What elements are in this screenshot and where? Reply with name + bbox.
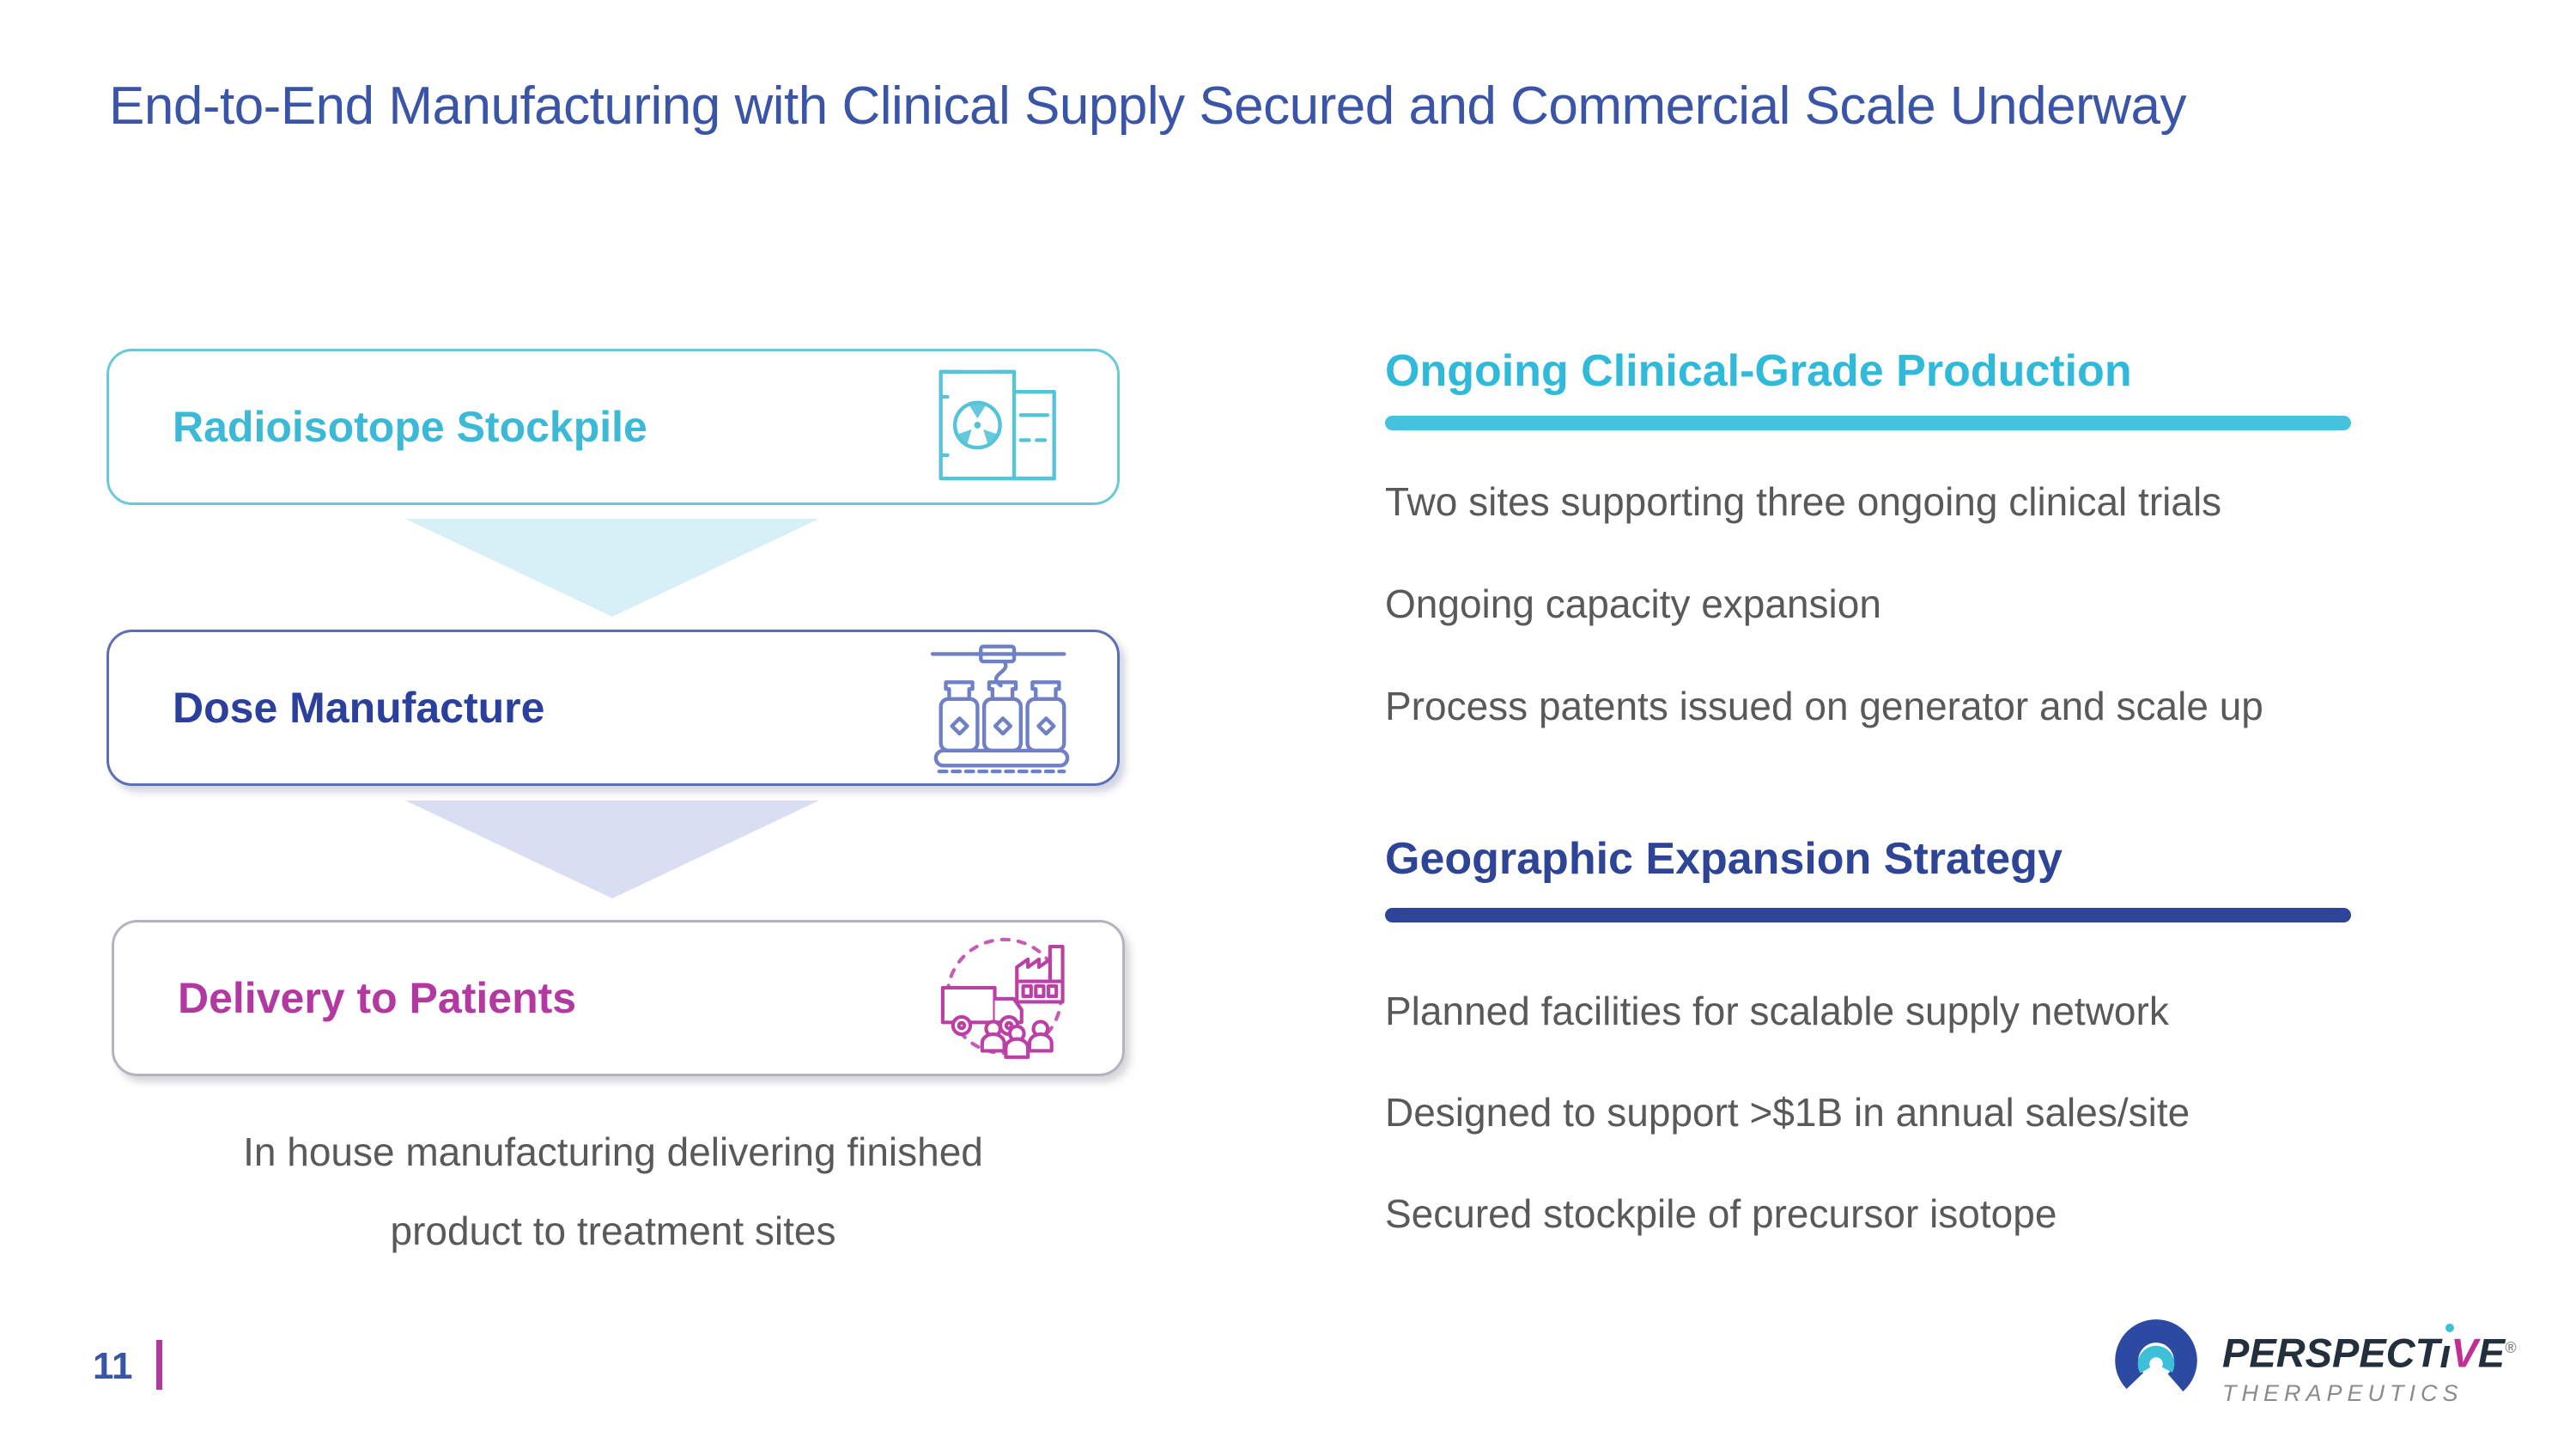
flow-step-label: Radioisotope Stockpile	[173, 403, 647, 451]
bullet-item: Planned facilities for scalable supply n…	[1385, 989, 2169, 1033]
bullet-item: Ongoing capacity expansion	[1385, 581, 1881, 626]
flow-caption: In house manufacturing delivering finish…	[106, 1112, 1120, 1270]
bullet-item: Two sites supporting three ongoing clini…	[1385, 479, 2222, 524]
bullet-item: Designed to support >$1B in annual sales…	[1385, 1090, 2190, 1135]
flow-step-label: Delivery to Patients	[178, 974, 577, 1022]
flow-step-dose-manufacture: Dose Manufacture	[106, 630, 1120, 786]
bullet-item: Secured stockpile of precursor isotope	[1385, 1191, 2057, 1236]
section-underline-clinical	[1385, 416, 2351, 430]
section-heading-geographic-expansion: Geographic Expansion Strategy	[1385, 834, 2063, 884]
logo-wordmark: PERSPECTı VE® THERAPEUTICS	[2222, 1316, 2516, 1407]
logo-subtext: THERAPEUTICS	[2222, 1379, 2464, 1406]
flow-arrow-down-2	[405, 801, 819, 898]
logo-arch-icon	[2115, 1319, 2197, 1402]
flow-caption-line2: product to treatment sites	[390, 1209, 836, 1253]
logo-word-perspect: PERSPECT	[2222, 1330, 2440, 1376]
flow-step-delivery-to-patients: Delivery to Patients	[112, 920, 1125, 1076]
flow-arrow-down-1	[405, 519, 819, 617]
flow-step-radioisotope-stockpile: Radioisotope Stockpile	[106, 349, 1120, 505]
section-underline-geographic	[1385, 908, 2351, 922]
logo-letter-e: E	[2477, 1330, 2506, 1376]
logo-letter-v: V	[2451, 1330, 2478, 1376]
flow-step-label: Dose Manufacture	[173, 684, 545, 732]
page-number: 11	[93, 1345, 133, 1387]
vial-filling-line-icon	[930, 637, 1072, 779]
radioactive-barrels-icon	[931, 356, 1072, 498]
slide-title: End-to-End Manufacturing with Clinical S…	[109, 76, 2187, 136]
logo-i-dot	[2445, 1323, 2455, 1332]
section-heading-clinical-production: Ongoing Clinical-Grade Production	[1385, 346, 2132, 396]
bullet-item: Process patents issued on generator and …	[1385, 684, 2263, 728]
distribution-network-icon	[932, 928, 1078, 1069]
flow-caption-line1: In house manufacturing delivering finish…	[243, 1129, 983, 1174]
registered-trademark-symbol: ®	[2505, 1339, 2517, 1356]
page-number-divider	[156, 1340, 162, 1390]
company-logo: PERSPECTı VE® THERAPEUTICS	[2105, 1316, 2516, 1409]
logo-letter-i: ı	[2439, 1323, 2455, 1376]
